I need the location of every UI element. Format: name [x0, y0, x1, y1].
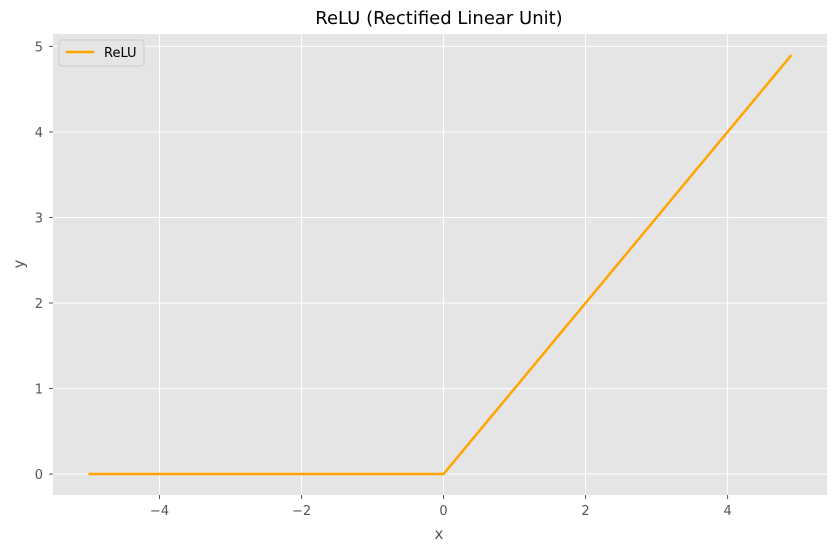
y-axis-label: y: [10, 259, 28, 268]
legend: ReLU: [58, 39, 145, 67]
y-tick-label: 0: [35, 468, 43, 483]
y-tick-label: 5: [35, 40, 43, 55]
x-axis-label: x: [435, 525, 444, 543]
series-layer: [88, 54, 793, 476]
series-line-relu: [88, 54, 793, 476]
x-tick-label: −2: [292, 504, 311, 519]
x-tick-label: 0: [439, 504, 447, 519]
y-tick-label: 2: [35, 297, 43, 312]
chart-title: ReLU (Rectified Linear Unit): [315, 8, 562, 29]
legend-box: [58, 39, 145, 67]
x-tick-label: 4: [723, 504, 731, 519]
x-tick-label: 2: [581, 504, 589, 519]
y-axis-ticks: 0 1 2 3 4 5: [35, 40, 53, 483]
plot-area: [53, 34, 827, 495]
y-tick-label: 4: [35, 126, 43, 141]
x-axis-ticks: −4 −2 0 2 4: [150, 495, 732, 519]
y-tick-label: 3: [35, 211, 43, 226]
x-tick-label: −4: [150, 504, 169, 519]
legend-label-relu: ReLU: [104, 46, 137, 61]
y-tick-label: 1: [35, 383, 43, 398]
